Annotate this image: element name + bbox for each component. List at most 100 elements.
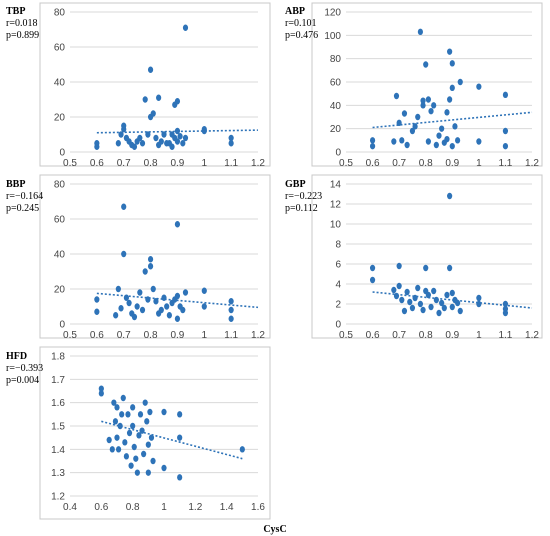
data-point (115, 140, 121, 147)
data-point (396, 262, 402, 270)
data-point (369, 264, 376, 272)
data-point (457, 78, 463, 86)
y-tick-label: 1.6 (51, 398, 65, 409)
x-tick-label: 0.5 (63, 330, 77, 341)
chart-panel-hfd: 1.2 1.3 1.4 1.5 1.6 1.7 1.8 0.4 0.6 0.8 1 1.2 1.4 1.6… (6, 346, 287, 535)
x-axis-label: CysC (263, 524, 286, 535)
y-tick-label: 2 (335, 300, 341, 311)
y-tick-label: 0 (335, 148, 341, 159)
x-tick-label: 0.6 (94, 502, 108, 513)
data-point (141, 450, 147, 458)
data-point (133, 455, 139, 462)
y-tick-label: 80 (330, 54, 342, 65)
data-point (131, 313, 138, 321)
data-point (137, 134, 143, 142)
data-point (161, 464, 167, 472)
panel-title: BBP (6, 179, 25, 190)
y-tick-label: 0 (335, 320, 341, 331)
data-point (94, 143, 100, 150)
x-tick-label: 0.7 (117, 158, 131, 169)
data-point (447, 192, 453, 200)
r-value: r=−0.223 (285, 191, 322, 202)
data-point (444, 291, 450, 299)
data-point (436, 132, 442, 139)
data-point (420, 102, 426, 109)
data-point (174, 127, 181, 135)
data-point (164, 303, 170, 310)
data-point (415, 113, 421, 121)
x-tick-label: 1 (476, 158, 482, 169)
y-tick-label: 80 (54, 8, 66, 19)
data-point (145, 441, 151, 448)
data-point (401, 307, 408, 315)
r-value: r=0.018 (6, 18, 37, 29)
data-point (228, 134, 234, 142)
data-point (201, 287, 207, 294)
y-tick-label: 0 (59, 320, 65, 331)
data-point (94, 296, 100, 303)
data-point (502, 127, 509, 135)
data-point (121, 122, 127, 129)
x-tick-label: 0.8 (144, 330, 158, 341)
x-tick-label: 0.9 (445, 158, 459, 169)
data-point (502, 91, 509, 99)
x-tick-label: 1 (202, 158, 208, 169)
r-value: r=−0.164 (6, 191, 43, 202)
data-point (115, 285, 121, 293)
data-point (457, 307, 463, 315)
data-point (131, 443, 137, 451)
y-tick-label: 1.8 (51, 352, 65, 363)
data-point (180, 306, 186, 314)
panel-title: ABP (285, 6, 305, 17)
data-point (180, 140, 186, 147)
data-point (125, 411, 131, 418)
y-tick-label: 60 (330, 78, 342, 89)
data-point (476, 300, 482, 308)
chart-panel-bbp: 0 20 40 60 80 0.5 0.6 0.7 0.8 0.9 1 1.1 1.2 BBPr=−0.1… (6, 174, 271, 341)
data-point (123, 294, 129, 301)
data-point (98, 390, 104, 397)
data-point (449, 142, 455, 150)
data-point (111, 399, 117, 406)
data-point (396, 282, 402, 290)
y-tick-label: 60 (54, 215, 66, 226)
data-point (391, 138, 397, 145)
x-tick-label: 0.7 (392, 330, 406, 341)
y-tick-label: 12 (330, 200, 342, 211)
data-point (455, 137, 461, 144)
data-point (415, 284, 421, 292)
data-point (431, 102, 437, 109)
data-point (153, 298, 159, 305)
y-tick-label: 40 (54, 78, 66, 89)
trend-line (96, 292, 259, 309)
data-point (476, 83, 482, 90)
y-tick-label: 8 (335, 240, 341, 251)
y-tick-label: 10 (330, 220, 342, 231)
y-tick-label: 1.5 (51, 422, 65, 433)
p-value: p=0.899 (6, 30, 39, 41)
x-tick-label: 0.9 (445, 330, 459, 341)
data-point (94, 308, 100, 315)
data-point (121, 203, 127, 210)
data-point (136, 432, 142, 439)
x-tick-label: 0.6 (366, 330, 380, 341)
trend-line (372, 111, 533, 129)
data-point (113, 312, 119, 319)
y-tick-label: 20 (54, 285, 66, 296)
data-point (109, 446, 115, 453)
data-point (115, 446, 122, 453)
x-tick-label: 0.6 (90, 330, 104, 341)
data-point (117, 422, 123, 430)
data-point (428, 107, 434, 115)
data-point (122, 439, 128, 446)
data-point (425, 96, 431, 103)
data-point (449, 60, 455, 67)
data-point (147, 263, 154, 270)
data-point (239, 446, 245, 453)
data-point (174, 138, 181, 145)
data-point (145, 131, 151, 138)
data-point (433, 296, 439, 304)
data-point (228, 298, 234, 305)
data-point (228, 140, 234, 147)
data-point (449, 289, 455, 297)
